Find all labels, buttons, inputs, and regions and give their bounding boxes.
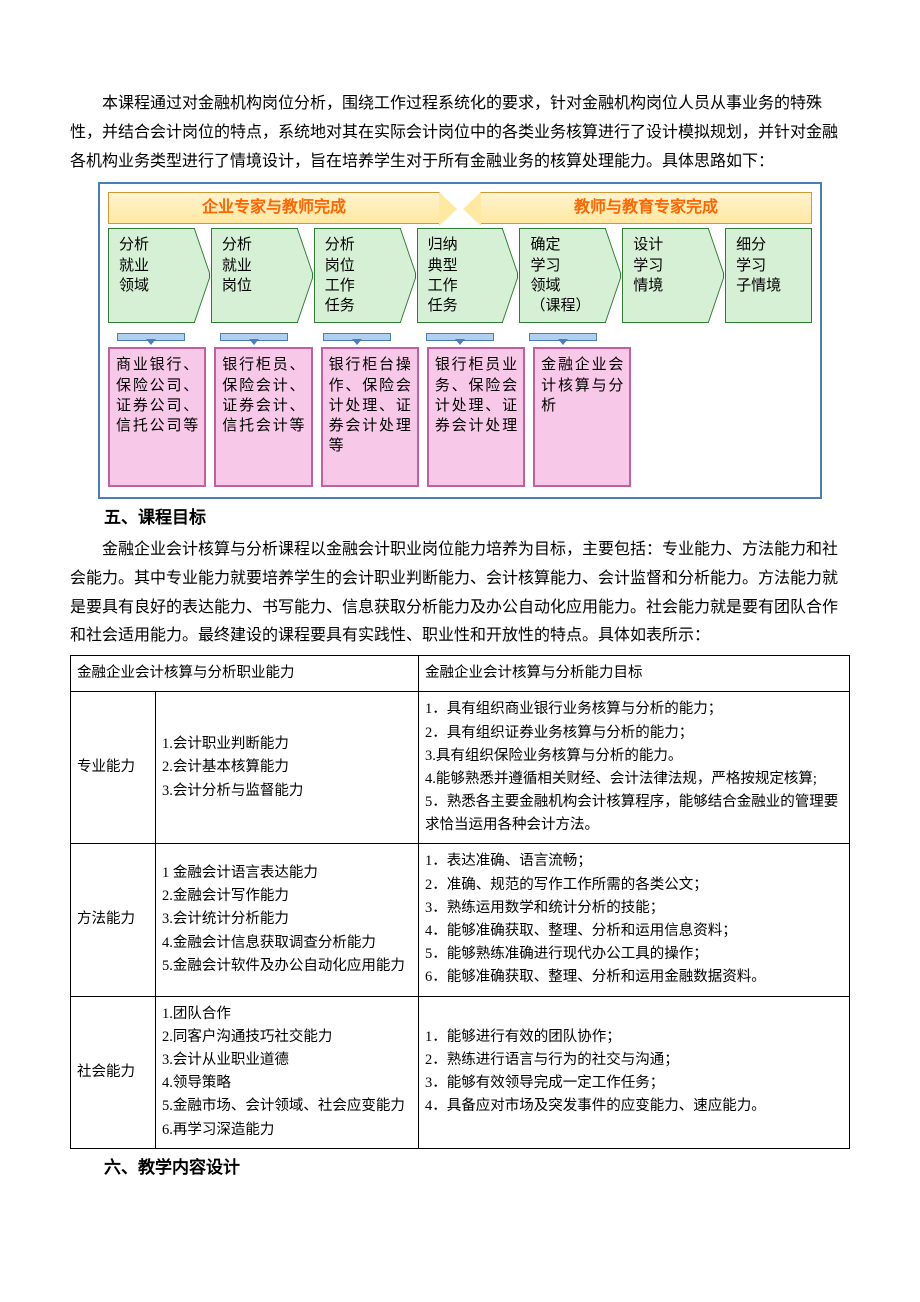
step-1: 分析 就业 领域 xyxy=(108,228,195,323)
down-arrow-4 xyxy=(417,331,502,347)
banner-right: 教师与教育专家完成 xyxy=(480,192,812,224)
pinkbox-5: 金融企业会计核算与分析 xyxy=(533,347,631,487)
down-arrow-3 xyxy=(314,331,399,347)
step-6-text: 设计 学习 情境 xyxy=(633,237,663,294)
pinkbox-4: 银行柜员业务、保险会计处理、证券会计处理 xyxy=(427,347,525,487)
step-2: 分析 就业 岗位 xyxy=(211,228,298,323)
row3-goals: 1．能够进行有效的团队协作； 2．熟练进行语言与行为的社交与沟通； 3．能够有效… xyxy=(419,996,850,1148)
ability-table: 金融企业会计核算与分析职业能力 金融企业会计核算与分析能力目标 专业能力 1.会… xyxy=(70,655,850,1149)
header-left: 金融企业会计核算与分析职业能力 xyxy=(71,656,419,692)
heading-5: 五、课程目标 xyxy=(70,503,850,534)
pinkbox-2: 银行柜员、保险会计、证券会计、信托会计等 xyxy=(214,347,312,487)
down-arrow-2 xyxy=(211,331,296,347)
header-right: 金融企业会计核算与分析能力目标 xyxy=(419,656,850,692)
pinkbox-1: 商业银行、保险公司、证券公司、信托公司等 xyxy=(108,347,206,487)
step-7: 细分 学习 子情境 xyxy=(725,228,812,323)
down-arrows xyxy=(100,331,820,347)
table-row: 专业能力 1.会计职业判断能力 2.会计基本核算能力 3.会计分析与监督能力 1… xyxy=(71,692,850,844)
banner-left: 企业专家与教师完成 xyxy=(108,192,440,224)
row2-skills: 1 金融会计语言表达能力 2.金融会计写作能力 3.会计统计分析能力 4.金融会… xyxy=(156,844,419,996)
row1-cat: 专业能力 xyxy=(71,692,156,844)
pink-row: 商业银行、保险公司、证券公司、信托公司等 银行柜员、保险会计、证券会计、信托会计… xyxy=(100,347,820,497)
section-5-paragraph: 金融企业会计核算与分析课程以金融会计职业岗位能力培养为目标，主要包括：专业能力、… xyxy=(70,536,850,651)
step-4: 归纳 典型 工作 任务 xyxy=(417,228,504,323)
row3-skills: 1.团队合作 2.同客户沟通技巧社交能力 3.会计从业职业道德 4.领导策略 5… xyxy=(156,996,419,1148)
step-3: 分析 岗位 工作 任务 xyxy=(314,228,401,323)
step-7-text: 细分 学习 子情境 xyxy=(736,237,781,294)
step-6: 设计 学习 情境 xyxy=(622,228,709,323)
intro-paragraph: 本课程通过对金融机构岗位分析，围绕工作过程系统化的要求，针对金融机构岗位人员从事… xyxy=(70,90,850,176)
pinkbox-pad1 xyxy=(639,347,721,487)
step-4-text: 归纳 典型 工作 任务 xyxy=(428,237,458,314)
step-2-text: 分析 就业 岗位 xyxy=(222,237,252,294)
pinkbox-pad2 xyxy=(730,347,812,487)
table-row: 社会能力 1.团队合作 2.同客户沟通技巧社交能力 3.会计从业职业道德 4.领… xyxy=(71,996,850,1148)
row2-goals: 1．表达准确、语言流畅； 2．准确、规范的写作工作所需的各类公文； 3．熟练运用… xyxy=(419,844,850,996)
step-3-text: 分析 岗位 工作 任务 xyxy=(325,237,355,314)
step-1-text: 分析 就业 领域 xyxy=(119,237,149,294)
down-arrow-5 xyxy=(521,331,606,347)
step-row: 分析 就业 领域 分析 就业 岗位 分析 岗位 工作 任务 归纳 典型 工作 任… xyxy=(100,228,820,331)
row1-goals: 1．具有组织商业银行业务核算与分析的能力； 2．具有组织证券业务核算与分析的能力… xyxy=(419,692,850,844)
down-arrow-1 xyxy=(108,331,193,347)
table-header-row: 金融企业会计核算与分析职业能力 金融企业会计核算与分析能力目标 xyxy=(71,656,850,692)
heading-6: 六、教学内容设计 xyxy=(70,1153,850,1184)
step-5: 确定 学习 领域 （课程） xyxy=(519,228,606,323)
row3-cat: 社会能力 xyxy=(71,996,156,1148)
row2-cat: 方法能力 xyxy=(71,844,156,996)
step-5-text: 确定 学习 领域 （课程） xyxy=(530,237,590,314)
table-row: 方法能力 1 金融会计语言表达能力 2.金融会计写作能力 3.会计统计分析能力 … xyxy=(71,844,850,996)
pinkbox-3: 银行柜台操作、保险会计处理、证券会计处理等 xyxy=(321,347,419,487)
banner-row: 企业专家与教师完成 教师与教育专家完成 xyxy=(100,184,820,228)
row1-skills: 1.会计职业判断能力 2.会计基本核算能力 3.会计分析与监督能力 xyxy=(156,692,419,844)
flowchart: 企业专家与教师完成 教师与教育专家完成 分析 就业 领域 分析 就业 岗位 分析… xyxy=(98,182,822,499)
